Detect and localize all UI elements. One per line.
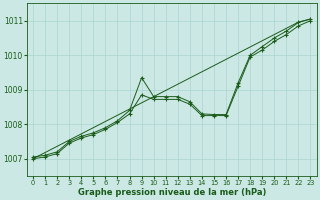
X-axis label: Graphe pression niveau de la mer (hPa): Graphe pression niveau de la mer (hPa) (77, 188, 266, 197)
